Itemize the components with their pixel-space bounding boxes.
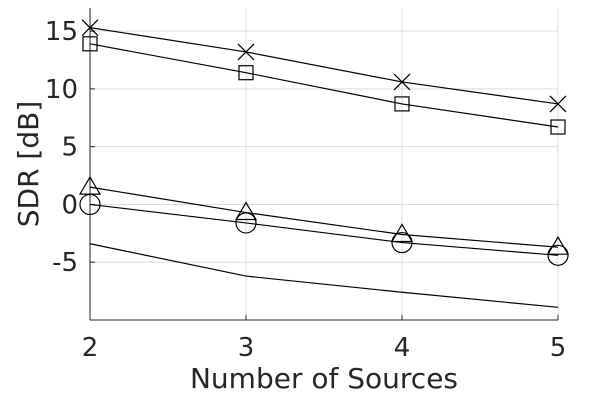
data-point-cross: [81, 19, 99, 37]
data-point-square: [238, 65, 254, 81]
series-group: [78, 19, 570, 308]
series-square: [82, 36, 566, 135]
series-line-cross: [89, 27, 559, 105]
tick-labels: 2 3 4 5 15 10 5 0 -5: [45, 17, 566, 363]
y-tick-label: 0: [61, 190, 78, 220]
data-point-triangle: [390, 223, 414, 243]
series-cross: [81, 19, 567, 113]
x-tick-label: 3: [238, 333, 255, 363]
data-point-square: [550, 119, 566, 135]
y-axis-title: SDR [dB]: [12, 101, 45, 228]
data-point-cross: [549, 95, 567, 113]
data-point-cross: [393, 73, 411, 91]
y-tick-label: 10: [45, 75, 78, 105]
series-line-circle: [89, 203, 559, 256]
axes: [89, 8, 559, 321]
y-tick-label: -5: [52, 248, 78, 278]
data-point-triangle: [234, 201, 258, 221]
data-point-square: [82, 36, 98, 52]
x-tick-label: 2: [82, 333, 99, 363]
data-point-circle: [235, 212, 257, 234]
y-tick-label: 5: [61, 133, 78, 163]
series-circle: [79, 193, 569, 266]
y-tick-label: 15: [45, 17, 78, 47]
data-point-triangle: [546, 236, 570, 255]
series-line-plain: [89, 243, 559, 308]
x-tick-label: 5: [550, 333, 567, 363]
data-point-square: [394, 96, 410, 112]
data-point-circle: [79, 193, 101, 216]
x-tick-label: 4: [394, 333, 411, 363]
grid: [89, 8, 559, 320]
data-point-cross: [237, 43, 255, 61]
data-point-circle: [547, 244, 569, 266]
series-triangle: [78, 175, 570, 255]
data-point-circle: [391, 231, 413, 254]
series-line-square: [89, 43, 559, 128]
x-axis-title: Number of Sources: [190, 362, 458, 395]
series-plain: [89, 243, 559, 308]
series-line-triangle: [89, 186, 559, 248]
